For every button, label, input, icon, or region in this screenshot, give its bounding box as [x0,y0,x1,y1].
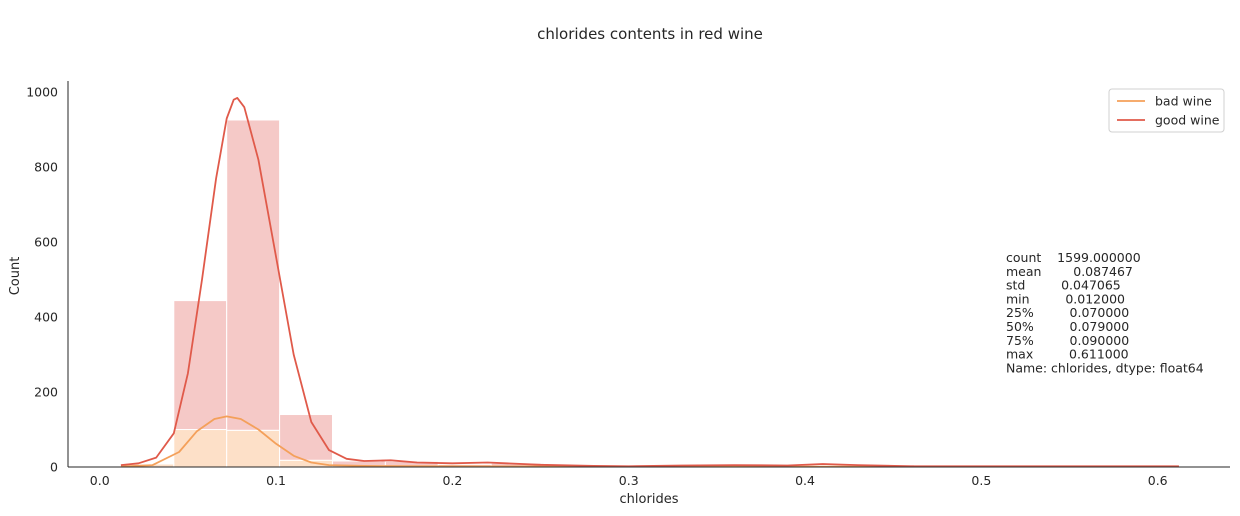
x-axis-label: chlorides [620,492,679,507]
legend: bad wine good wine [1108,88,1225,133]
stats-line: min 0.012000 [1006,291,1125,306]
stats-line: 50% 0.079000 [1006,319,1129,334]
x-tick-label: 0.6 [1148,473,1168,488]
stats-line: Name: chlorides, dtype: float64 [1006,360,1204,375]
y-tick-label: 200 [34,385,58,400]
histogram-bar-good-wine-bin-2 [226,119,281,431]
histogram-bar-good-wine-bin-0 [120,462,175,465]
x-tick-label: 0.5 [971,473,991,488]
y-tick-label: 600 [34,235,58,250]
histogram-bar-bad-wine-bin-2 [226,429,281,468]
histogram-bar-good-wine-bin-3 [279,414,333,461]
axes [67,81,1230,468]
y-tick-label: 800 [34,160,58,175]
legend-label-good-wine: good wine [1155,113,1220,128]
x-tick-label: 0.3 [619,473,639,488]
stats-line: 75% 0.090000 [1006,333,1129,348]
x-tick-label: 0.2 [442,473,462,488]
kde-curves [120,97,1179,468]
stats-line: count 1599.000000 [1006,250,1141,265]
y-axis-label: Count [8,257,23,296]
legend-label-bad-wine: bad wine [1155,94,1212,109]
y-tick-label: 0 [50,460,58,475]
stats-line: max 0.611000 [1006,347,1129,362]
stats-line: std 0.047065 [1006,278,1121,293]
y-tick-labels: 0 200 400 600 800 1000 [26,85,58,475]
x-tick-label: 0.0 [90,473,110,488]
x-tick-labels: 0.0 0.1 0.2 0.3 0.4 0.5 0.6 [90,473,1168,488]
chart-title: chlorides contents in red wine [537,25,763,43]
x-tick-label: 0.1 [266,473,286,488]
kde-line-bad-wine [120,415,1179,468]
legend-box [1108,88,1225,133]
y-tick-label: 400 [34,310,58,325]
y-tick-label: 1000 [26,85,58,100]
stats-line: mean 0.087467 [1006,264,1133,279]
histogram-bar-good-wine-bin-1 [173,300,228,431]
kde-line-good-wine [120,97,1179,468]
x-tick-label: 0.4 [795,473,815,488]
stats-line: 25% 0.070000 [1006,305,1129,320]
